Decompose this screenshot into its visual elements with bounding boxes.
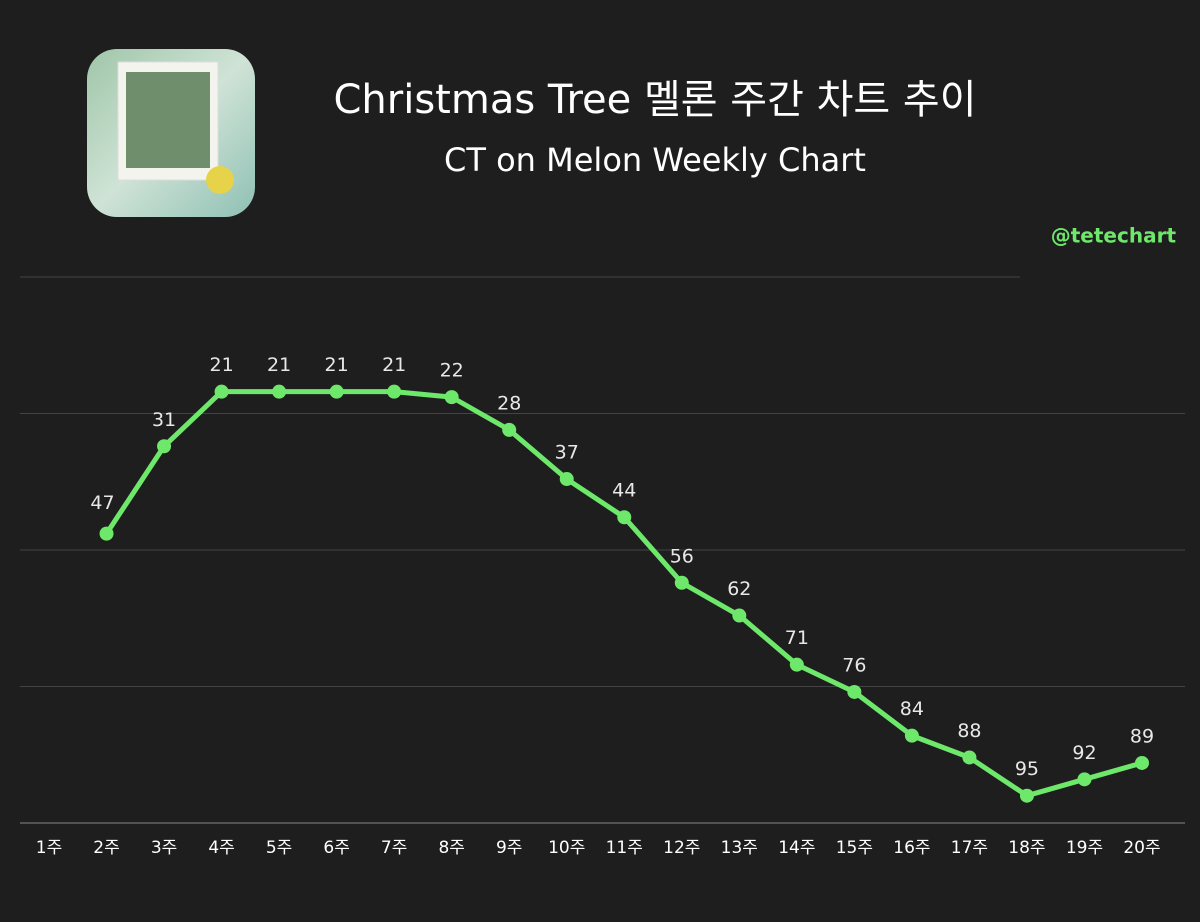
- data-label: 56: [670, 545, 694, 567]
- x-tick-label: 12주: [663, 838, 700, 858]
- data-label: 88: [957, 720, 981, 742]
- x-tick-label: 2주: [93, 838, 119, 858]
- data-point: [1019, 788, 1034, 803]
- data-point: [962, 750, 977, 765]
- data-label: 47: [90, 492, 114, 514]
- data-point: [674, 575, 689, 590]
- data-point: [732, 608, 747, 623]
- x-tick-label: 11주: [606, 838, 643, 858]
- chart-title: Christmas Tree 멜론 주간 차트 추이: [334, 77, 977, 123]
- x-tick-label: 14주: [778, 838, 815, 858]
- data-label: 31: [152, 409, 176, 431]
- x-tick-label: 1주: [36, 838, 62, 858]
- data-label: 22: [440, 360, 464, 382]
- data-point: [1135, 755, 1149, 770]
- data-point: [99, 526, 114, 541]
- data-label: 84: [900, 698, 924, 720]
- x-tick-label: 3주: [151, 838, 177, 858]
- data-point: [617, 510, 632, 525]
- data-label: 21: [325, 354, 349, 376]
- data-label: 21: [267, 354, 291, 376]
- x-tick-label: 17주: [951, 838, 988, 858]
- data-point: [214, 384, 229, 399]
- x-tick-label: 10주: [548, 838, 585, 858]
- data-point: [904, 728, 919, 743]
- data-label: 71: [785, 627, 809, 649]
- x-tick-label: 13주: [721, 838, 758, 858]
- data-label: 44: [612, 480, 636, 502]
- data-label: 89: [1130, 725, 1154, 747]
- album-photo: [126, 72, 210, 168]
- x-tick-label: 5주: [266, 838, 292, 858]
- x-tick-label: 6주: [323, 838, 349, 858]
- x-tick-label: 18주: [1008, 838, 1045, 858]
- x-tick-label: 7주: [381, 838, 407, 858]
- data-label: 95: [1015, 758, 1039, 780]
- data-label: 28: [497, 392, 521, 414]
- x-tick-label: 20주: [1123, 838, 1160, 858]
- data-label: 21: [382, 354, 406, 376]
- data-point: [847, 684, 862, 699]
- x-tick-label: 4주: [208, 838, 234, 858]
- x-tick-label: 9주: [496, 838, 522, 858]
- x-tick-label: 15주: [836, 838, 873, 858]
- x-tick-label: 8주: [438, 838, 464, 858]
- x-tick-label: 16주: [893, 838, 930, 858]
- data-label: 37: [555, 442, 579, 464]
- data-label: 92: [1072, 742, 1096, 764]
- album-art: [87, 49, 255, 217]
- x-tick-label: 19주: [1066, 838, 1103, 858]
- data-point: [559, 472, 574, 487]
- watermark: @tetechart: [1051, 224, 1177, 248]
- data-label: 21: [209, 354, 233, 376]
- data-point: [502, 422, 517, 437]
- data-label: 76: [842, 654, 866, 676]
- data-label: 62: [727, 578, 751, 600]
- chart-subtitle: CT on Melon Weekly Chart: [444, 141, 866, 179]
- data-point: [387, 384, 402, 399]
- data-point: [1077, 772, 1092, 787]
- data-point: [329, 384, 344, 399]
- data-point: [272, 384, 287, 399]
- album-flower: [206, 166, 234, 194]
- data-point: [444, 390, 459, 405]
- data-point: [157, 439, 172, 454]
- data-point: [789, 657, 804, 672]
